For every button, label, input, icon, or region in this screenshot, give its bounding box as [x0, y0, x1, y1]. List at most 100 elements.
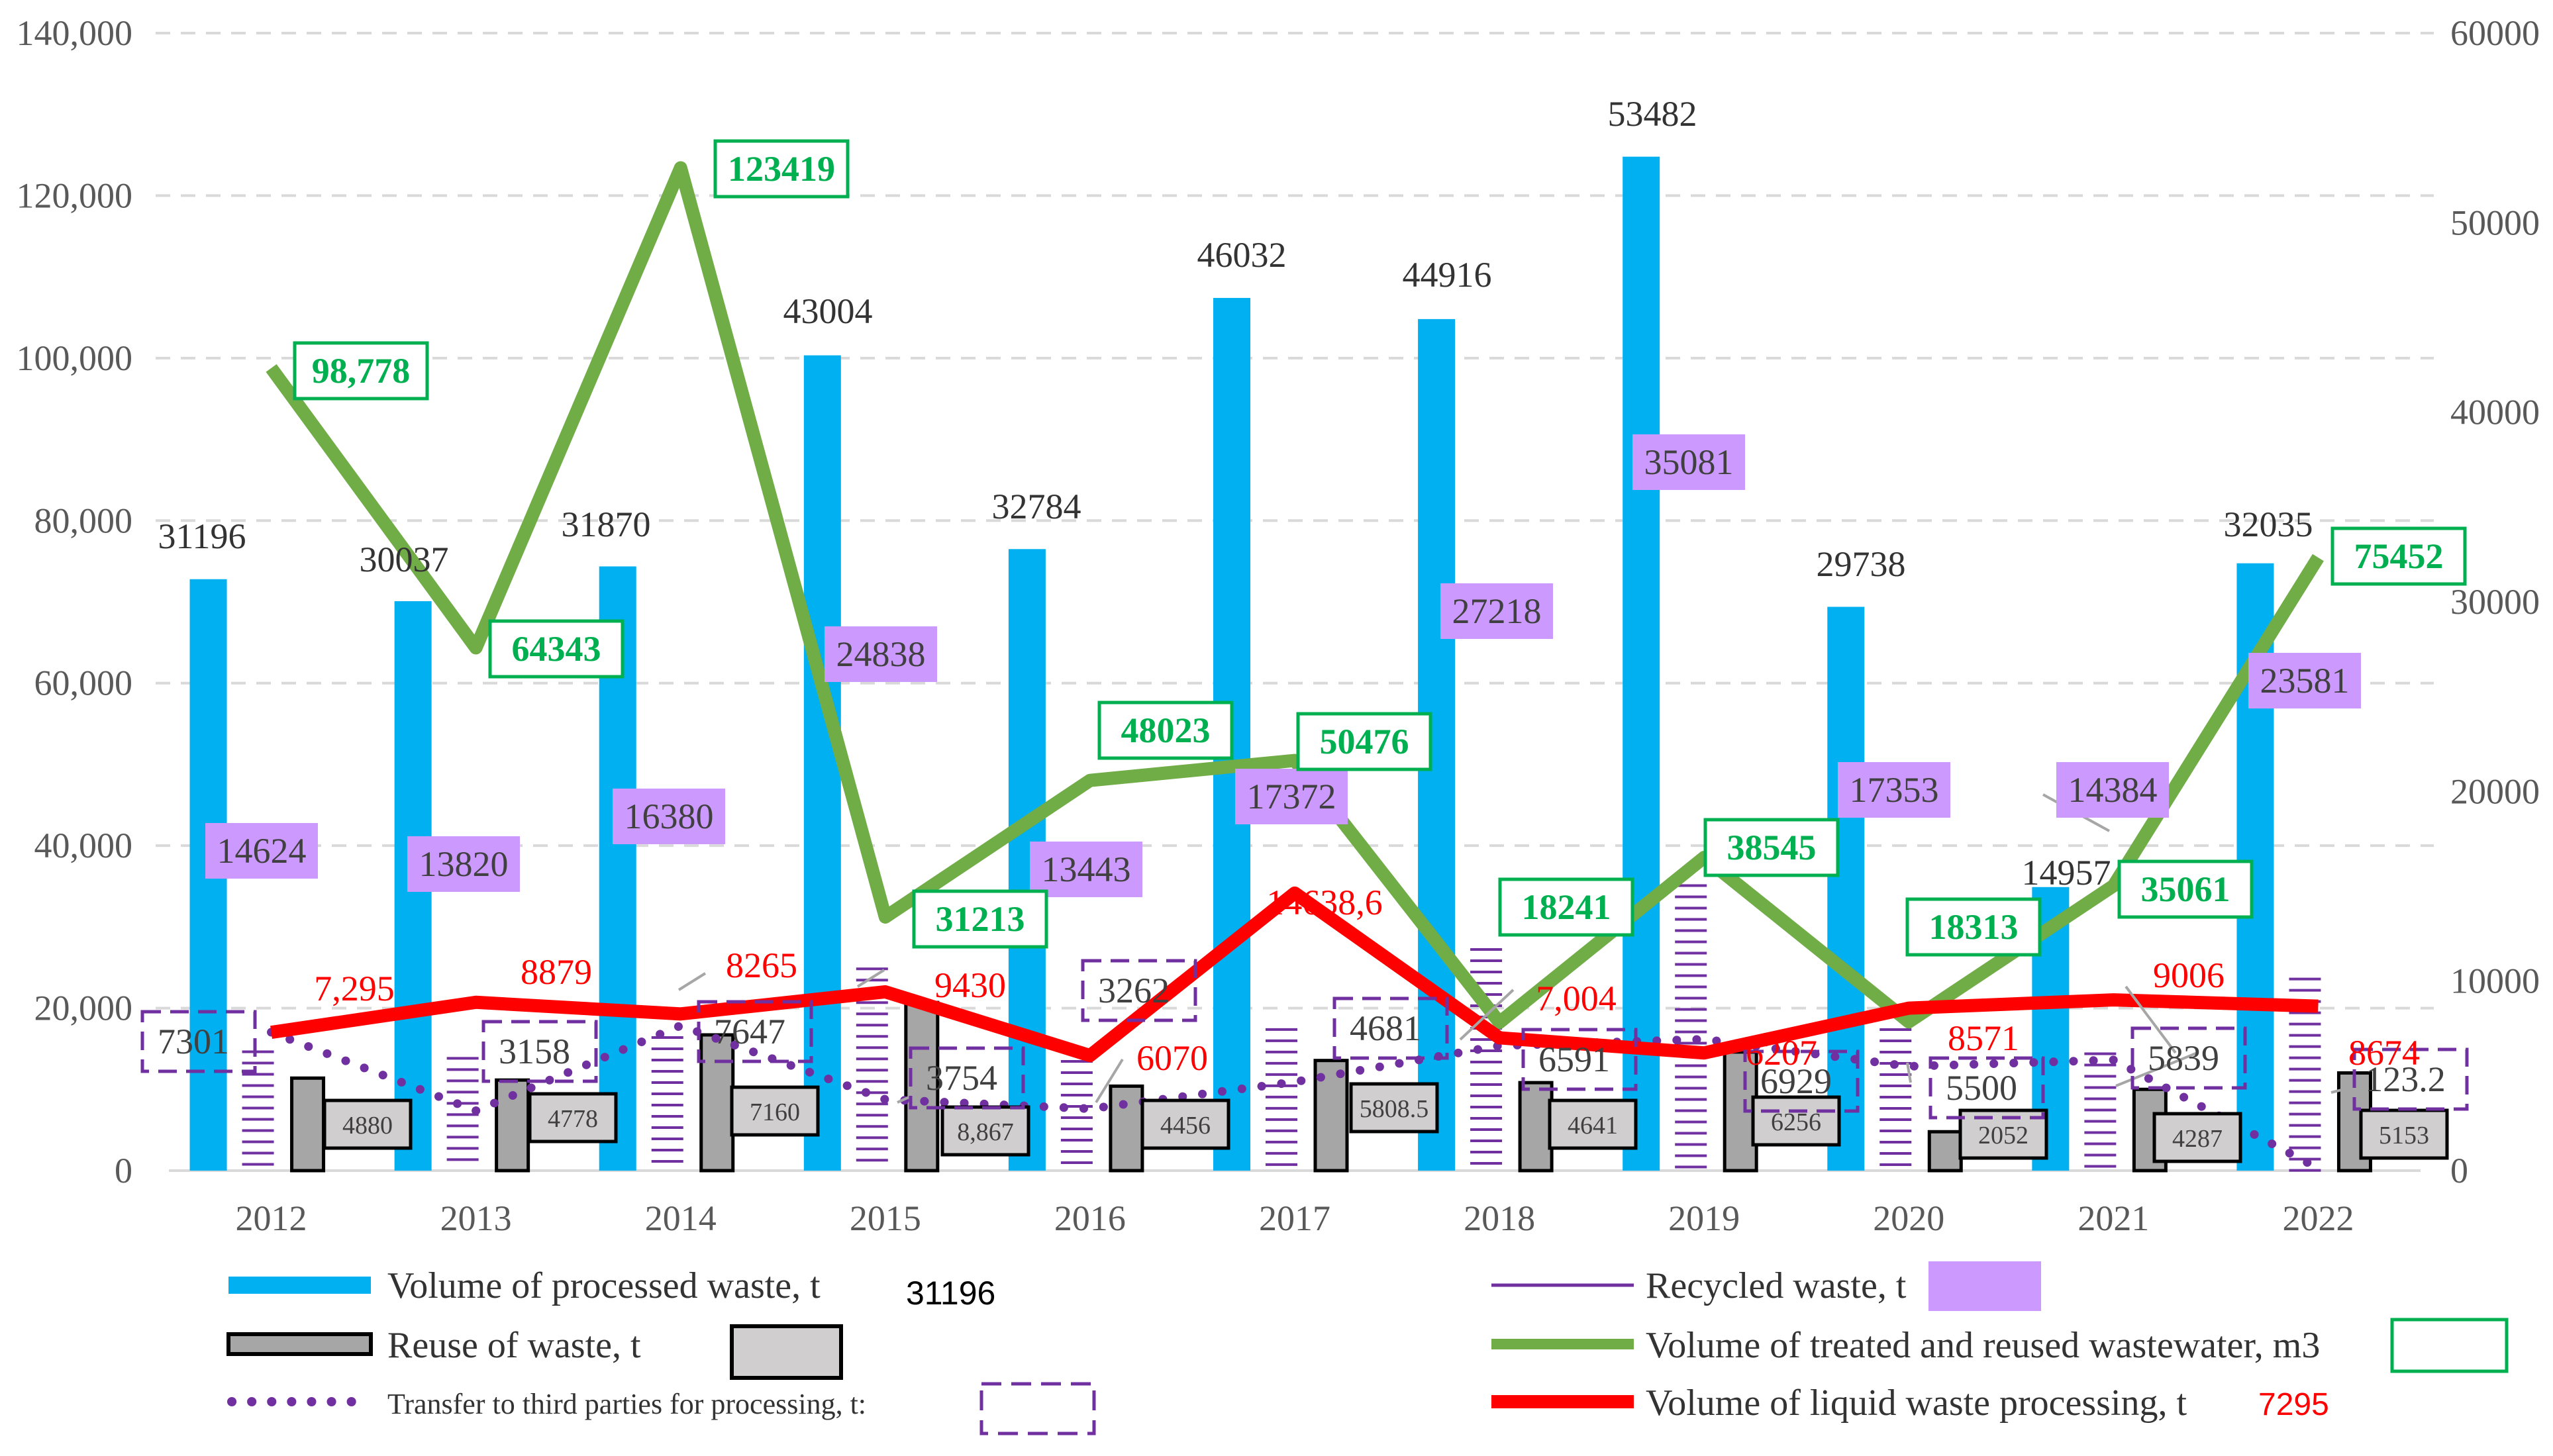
data-label-processed: 14957: [2022, 853, 2111, 893]
x-tick-label: 2018: [1464, 1198, 1535, 1238]
x-tick-label: 2016: [1054, 1198, 1126, 1238]
left-tick-label: 80,000: [34, 501, 133, 540]
data-label-transfer: 6929: [1760, 1061, 1832, 1101]
data-label-box-wastewater: [1905, 897, 2042, 957]
data-label-box-transfer: [1332, 996, 1449, 1060]
data-label-transfer: 3262: [1098, 971, 1170, 1010]
data-label-liquid: 7,295: [314, 969, 395, 1008]
x-axis-ticks: 2012 2013 2014 2015 2016 2017 2018 2019 2020 2021…: [236, 1198, 2354, 1238]
data-label-recycled: 23581: [2260, 661, 2350, 701]
right-tick-label: 30000: [2450, 582, 2540, 622]
right-tick-label: 50000: [2450, 203, 2540, 242]
legend-label-wastewater: Volume of treated and reused wastewater,…: [1646, 1325, 2320, 1366]
left-tick-label: 100,000: [17, 338, 133, 378]
data-label-recycled: 14624: [217, 831, 307, 871]
legend-label-recycled: Recycled waste, t: [1646, 1265, 1907, 1306]
label-leader: [856, 969, 885, 988]
right-tick-label: 10000: [2450, 961, 2540, 1001]
data-label-wastewater: 18241: [1522, 887, 1611, 927]
data-label-box-transfer: [1081, 959, 1197, 1022]
legend-sample-processed: 31196: [906, 1275, 995, 1312]
label-leader: [1906, 1062, 1912, 1083]
data-label-box-transfer: [1928, 1056, 2045, 1120]
data-label-recycled: 27218: [1452, 591, 1542, 631]
right-tick-label: 0: [2450, 1151, 2468, 1190]
data-label-box-recycled: [613, 789, 725, 844]
legend-sample-transfer: [979, 1382, 1096, 1435]
legend-sample-reuse: [730, 1324, 843, 1380]
data-label-processed: 44916: [1403, 255, 1492, 295]
data-label-recycled: 14384: [2068, 770, 2158, 810]
data-label-liquid: 6207: [1746, 1033, 1817, 1073]
data-label-box-reuse: [528, 1092, 618, 1143]
legend-label-transfer: Transfer to third parties for processing…: [387, 1388, 866, 1420]
data-label-box-wastewater: [293, 341, 429, 401]
data-label-box-wastewater: [1097, 701, 1234, 760]
data-label-box-wastewater: [2117, 859, 2254, 919]
data-label-box-wastewater: [1498, 877, 1634, 937]
right-tick-label: 40000: [2450, 393, 2540, 432]
data-label-transfer: 5839: [2148, 1038, 2219, 1078]
bar-processed: [1623, 156, 1660, 1171]
legend-label-reuse: Reuse of waste, t: [387, 1325, 641, 1366]
data-label-box-transfer: [2130, 1026, 2247, 1090]
bar-reuse: [1927, 1130, 1963, 1173]
data-label-wastewater: 123419: [728, 149, 835, 189]
data-label-wastewater: 18313: [1929, 907, 2019, 947]
data-label-liquid: 9430: [934, 965, 1006, 1005]
label-leader: [2125, 985, 2177, 1054]
legend-sample-wastewater: [2390, 1318, 2509, 1373]
lines: [266, 161, 2324, 1173]
left-tick-label: 0: [115, 1151, 132, 1190]
data-label-liquid: 6070: [1136, 1038, 1208, 1078]
left-tick-label: 20,000: [34, 989, 133, 1028]
data-label-recycled: 17353: [1850, 770, 1939, 810]
data-label-recycled: 24838: [836, 634, 926, 674]
data-label-liquid: 8265: [726, 946, 797, 985]
data-labels: 31196 30037 31870 43004 32784 46032 44916 53482…: [140, 94, 2469, 1163]
data-label-box-wastewater: [1703, 818, 1840, 877]
data-label-wastewater: 75452: [2354, 536, 2444, 576]
x-tick-label: 2022: [2282, 1198, 2354, 1238]
bar-processed: [803, 355, 841, 1171]
label-leader: [677, 972, 707, 991]
left-tick-label: 40,000: [34, 826, 133, 865]
data-label-processed: 29738: [1817, 544, 1906, 584]
data-label-processed: 53482: [1608, 94, 1697, 134]
left-tick-label: 120,000: [17, 175, 133, 215]
x-tick-label: 2013: [440, 1198, 512, 1238]
label-leader: [1095, 1058, 1124, 1104]
line-wastewater: [266, 161, 2324, 1030]
label-leader: [2115, 1051, 2198, 1087]
data-label-recycled: 16380: [625, 797, 714, 836]
x-tick-label: 2019: [1668, 1198, 1740, 1238]
data-label-processed: 46032: [1197, 235, 1287, 275]
x-tick-label: 2021: [2077, 1198, 2149, 1238]
data-label-transfer: 5500: [1946, 1068, 2017, 1108]
data-label-reuse: 2052: [1978, 1122, 2028, 1149]
data-label-reuse: 4641: [1568, 1112, 1618, 1140]
bar-processed: [1827, 607, 1865, 1171]
data-label-wastewater: 35061: [2141, 869, 2230, 909]
data-label-wastewater: 48023: [1121, 710, 1211, 750]
x-tick-label: 2017: [1259, 1198, 1330, 1238]
bar-reuse: [1109, 1084, 1144, 1173]
data-label-box-wastewater: [488, 619, 625, 679]
data-label-processed: 32784: [992, 487, 1081, 526]
data-label-box-reuse: [1751, 1095, 1841, 1147]
data-label-box-recycled: [1235, 769, 1348, 824]
data-label-transfer: 6591: [1538, 1040, 1610, 1079]
right-tick-label: 20000: [2450, 771, 2540, 811]
data-label-box-recycled: [1838, 762, 1950, 818]
left-axis-ticks: 0 20,000 40,000 60,000 80,000 100,000 120,000 1…: [17, 13, 133, 1190]
data-label-box-reuse: [1548, 1098, 1638, 1150]
right-tick-label: 60000: [2450, 13, 2540, 53]
data-label-box-reuse: [2152, 1112, 2242, 1163]
data-label-box-recycled: [1030, 842, 1142, 897]
data-label-reuse: 4778: [548, 1105, 598, 1133]
data-label-box-recycled: [825, 626, 937, 682]
data-label-box-reuse: [1349, 1082, 1439, 1134]
data-label-box-wastewater: [1296, 712, 1432, 771]
data-label-box-wastewater: [912, 889, 1048, 949]
